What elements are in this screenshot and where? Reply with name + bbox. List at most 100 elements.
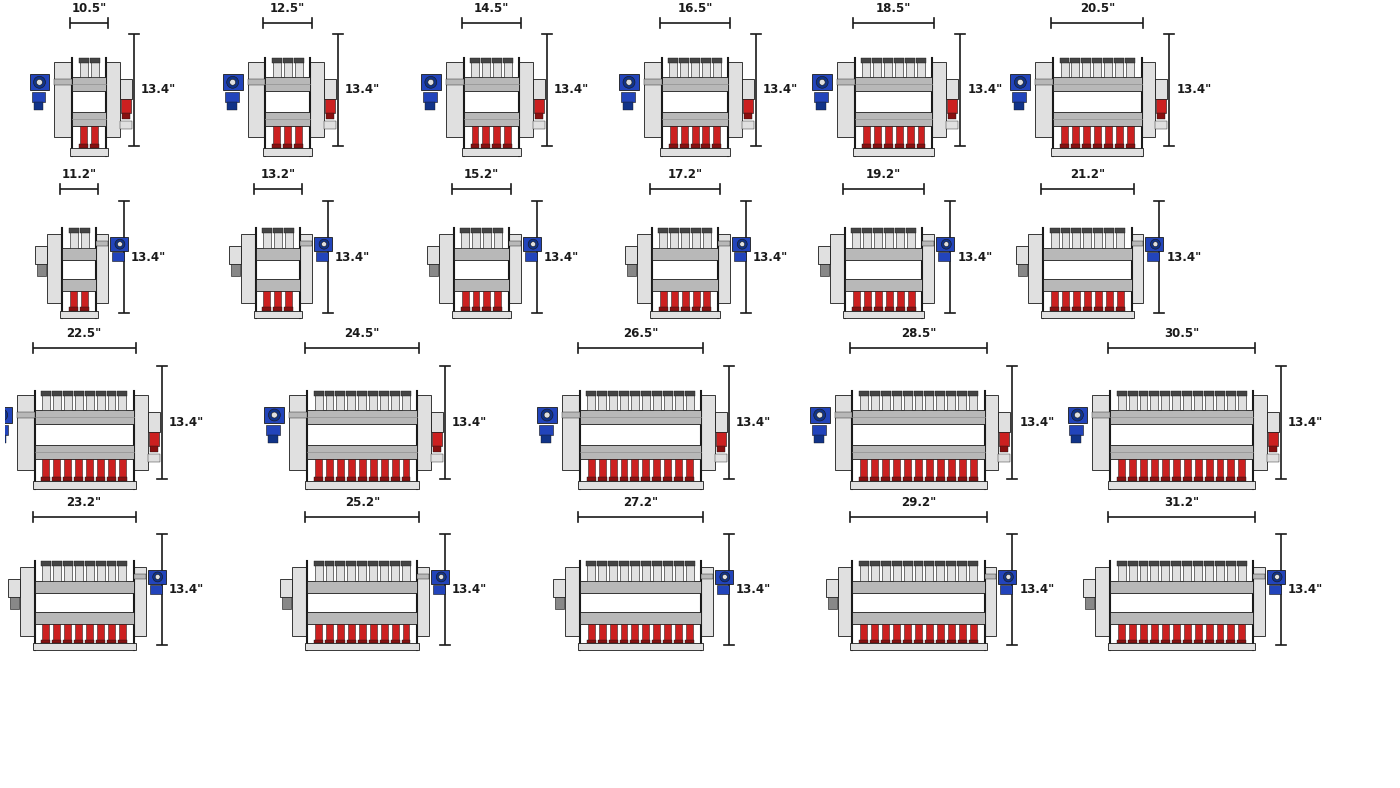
Bar (538, 407, 557, 423)
Bar (241, 234, 256, 303)
Bar (1226, 561, 1236, 566)
Bar (87, 623, 94, 640)
Bar (1172, 640, 1180, 644)
Bar (326, 459, 333, 477)
Bar (580, 410, 701, 424)
Bar (482, 58, 491, 63)
Bar (914, 640, 923, 644)
Bar (280, 579, 293, 597)
Bar (108, 395, 115, 410)
Bar (1082, 62, 1091, 77)
Bar (969, 477, 977, 481)
Bar (652, 565, 661, 581)
Bar (1103, 58, 1113, 63)
Bar (314, 640, 323, 644)
Bar (358, 565, 367, 581)
Bar (578, 644, 703, 650)
Bar (403, 623, 409, 640)
Bar (80, 126, 87, 144)
Bar (346, 391, 357, 396)
Bar (620, 640, 629, 644)
Bar (431, 412, 444, 432)
Bar (937, 640, 945, 644)
Bar (860, 477, 868, 481)
Bar (862, 229, 872, 233)
Bar (1236, 391, 1247, 396)
Bar (903, 561, 913, 566)
Bar (231, 264, 239, 276)
Bar (958, 391, 967, 396)
Bar (402, 640, 410, 644)
Ellipse shape (272, 412, 277, 418)
Bar (587, 565, 595, 581)
Bar (381, 623, 388, 640)
Bar (1119, 459, 1126, 477)
Bar (685, 391, 694, 396)
Bar (1253, 574, 1266, 579)
Bar (1172, 395, 1180, 410)
Bar (718, 234, 731, 303)
Ellipse shape (36, 80, 42, 85)
Bar (80, 62, 88, 77)
Bar (273, 307, 283, 310)
Bar (69, 307, 78, 310)
Bar (358, 459, 365, 477)
Bar (701, 144, 710, 148)
Ellipse shape (438, 574, 444, 579)
Bar (958, 565, 966, 581)
Bar (1140, 623, 1147, 640)
Ellipse shape (424, 76, 437, 88)
Bar (483, 126, 490, 144)
Bar (74, 561, 84, 566)
Bar (315, 459, 322, 477)
Bar (914, 395, 923, 410)
Bar (41, 391, 50, 396)
Bar (1140, 640, 1148, 644)
Bar (906, 58, 916, 63)
Bar (272, 58, 281, 63)
Bar (958, 477, 966, 481)
Ellipse shape (1007, 574, 1011, 579)
Bar (17, 395, 35, 470)
Bar (875, 291, 882, 307)
Text: 13.4": 13.4" (130, 251, 167, 264)
Bar (1105, 307, 1113, 310)
Bar (69, 229, 78, 233)
Ellipse shape (322, 242, 326, 247)
Bar (937, 623, 944, 640)
Bar (535, 99, 545, 113)
Ellipse shape (34, 76, 45, 88)
Bar (91, 126, 98, 144)
Bar (745, 113, 752, 119)
Bar (120, 99, 130, 113)
Bar (483, 291, 490, 307)
Bar (1128, 459, 1135, 477)
Bar (305, 644, 420, 650)
Bar (652, 477, 661, 481)
Bar (631, 623, 638, 640)
Bar (228, 246, 241, 264)
Bar (1119, 623, 1126, 640)
Bar (925, 640, 934, 644)
Bar (266, 425, 280, 435)
Bar (64, 623, 71, 640)
Bar (984, 574, 997, 579)
Bar (1267, 412, 1280, 432)
Bar (493, 62, 501, 77)
Bar (998, 570, 1016, 584)
Bar (937, 565, 945, 581)
Bar (53, 565, 60, 581)
Bar (7, 579, 20, 597)
Ellipse shape (437, 572, 447, 582)
Bar (620, 565, 629, 581)
Bar (417, 574, 430, 579)
Bar (1093, 62, 1102, 77)
Bar (637, 234, 652, 303)
Bar (703, 232, 711, 248)
Text: 31.2": 31.2" (1165, 496, 1200, 509)
Bar (641, 561, 651, 566)
Bar (853, 307, 861, 310)
Bar (675, 623, 682, 640)
Bar (1217, 565, 1224, 581)
Bar (883, 144, 893, 148)
